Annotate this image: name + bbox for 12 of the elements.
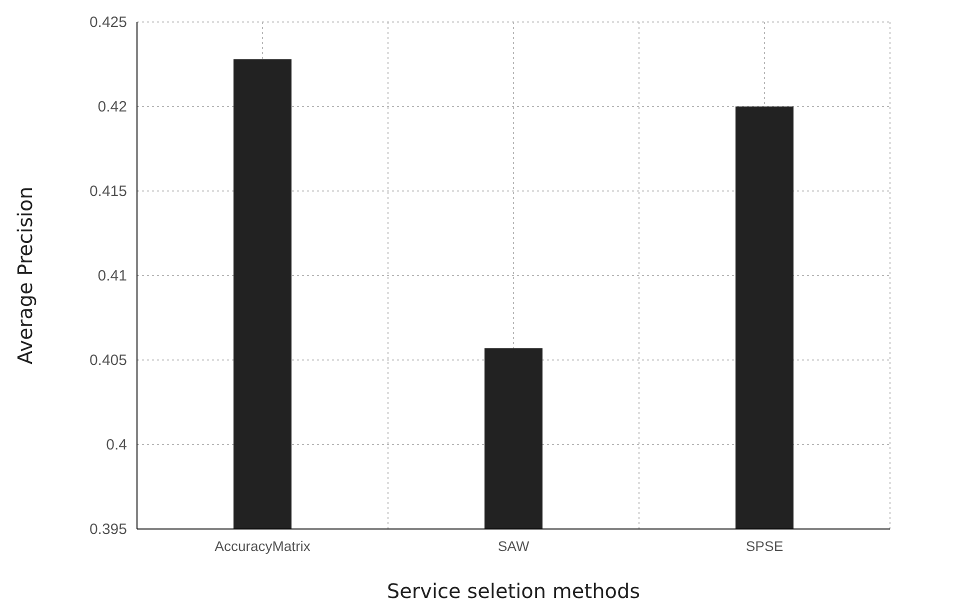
y-tick-label: 0.42	[98, 98, 127, 116]
y-tick-label: 0.405	[89, 352, 127, 369]
y-tick-label: 0.4	[106, 436, 127, 454]
x-tick-label: SPSE	[746, 538, 784, 554]
x-tick-label: AccuracyMatrix	[214, 538, 310, 554]
y-tick-label: 0.425	[89, 14, 127, 31]
y-tick-label: 0.415	[89, 182, 127, 200]
x-axis-title: Service seletion methods	[386, 579, 640, 603]
y-axis-title: Average Precision	[13, 186, 37, 364]
y-tick-label: 0.41	[98, 267, 127, 284]
y-tick-label: 0.395	[89, 520, 127, 538]
x-tick-label: SAW	[498, 538, 530, 554]
